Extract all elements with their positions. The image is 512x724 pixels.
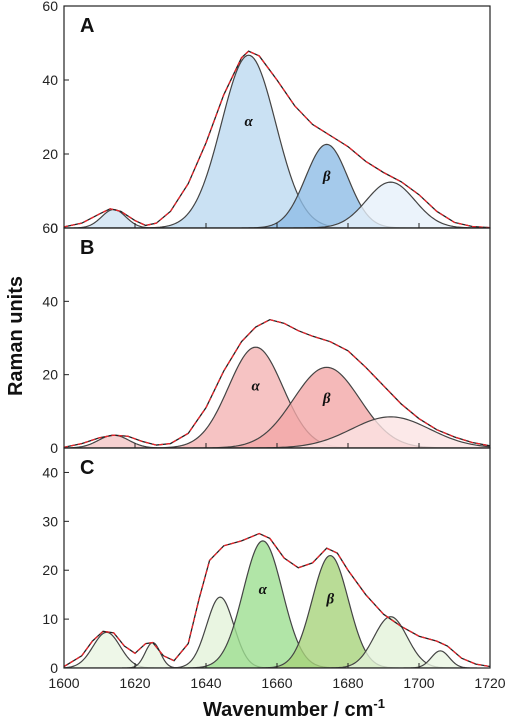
- band-label-a-1: α: [244, 114, 253, 130]
- x-tick-label-3: 1660: [261, 675, 292, 691]
- plot-area: [64, 50, 490, 228]
- plot-area: [64, 318, 490, 448]
- panel-a: α β 0 20 40 60 A: [42, 0, 491, 236]
- panel-letter-a: A: [80, 15, 94, 37]
- y-tick-label-c-3: 30: [42, 513, 58, 529]
- band-b-0: [64, 434, 175, 448]
- panel-letter-c: C: [80, 457, 94, 479]
- x-tick-label-2: 1640: [190, 675, 221, 691]
- y-tick-label-a-2: 40: [42, 72, 58, 88]
- y-tick-label-c-4: 40: [42, 464, 58, 480]
- y-axis-title: Raman units: [5, 276, 27, 396]
- band-a-3: [293, 181, 488, 228]
- panels-group: α β 0 20 40 60 Aα β 0 20 40 60 Bα β 0 10 20 30 40 C: [42, 0, 491, 676]
- y-tick-label-a-3: 60: [42, 0, 58, 14]
- x-tick-label-0: 1600: [48, 675, 79, 691]
- x-tick-label-6: 1720: [474, 675, 505, 691]
- y-tick-label-b-2: 40: [42, 293, 58, 309]
- band-label-c-3: α: [259, 582, 268, 598]
- fit-line-b: [64, 318, 490, 448]
- x-tick-label-1: 1620: [119, 675, 150, 691]
- y-tick-label-b-0: 0: [50, 440, 58, 456]
- panel-b: α β 0 20 40 60 B: [42, 220, 491, 456]
- x-axis-title-main: Wavenumber / cm: [203, 699, 373, 721]
- y-tick-label-c-0: 0: [50, 660, 58, 676]
- fit-line-a: [64, 50, 490, 228]
- y-tick-label-b-1: 20: [42, 367, 58, 383]
- band-label-c-4: β: [325, 591, 334, 607]
- x-axis: 1600 1620 1640 1660 1680 1700 1720: [48, 675, 505, 691]
- y-tick-label-b-3: 60: [42, 220, 58, 236]
- panel-frame-c: [63, 447, 491, 669]
- y-tick-label-c-1: 10: [42, 611, 58, 627]
- band-label-b-1: α: [252, 379, 261, 395]
- band-label-a-2: β: [322, 169, 331, 185]
- y-tick-label-c-2: 20: [42, 562, 58, 578]
- panel-c: α β 0 10 20 30 40 C: [42, 447, 491, 676]
- plot-area: [64, 532, 490, 668]
- x-tick-label-4: 1680: [332, 675, 363, 691]
- panel-letter-b: B: [80, 237, 94, 259]
- band-label-b-2: β: [322, 391, 331, 407]
- x-axis-title-superscript: -1: [373, 696, 385, 711]
- y-tick-label-a-0: 0: [50, 220, 58, 236]
- fit-line-c: [64, 532, 490, 668]
- x-axis-title: Wavenumber / cm-1: [203, 696, 385, 721]
- x-tick-label-5: 1700: [403, 675, 434, 691]
- y-tick-label-a-1: 20: [42, 146, 58, 162]
